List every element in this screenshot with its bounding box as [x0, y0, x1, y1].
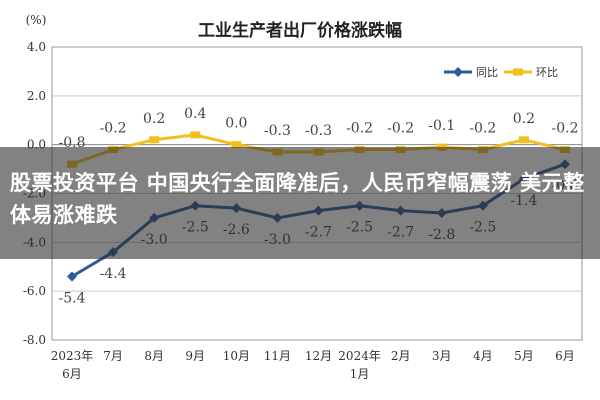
x-tick-label: 1月: [350, 367, 370, 381]
y-tick-label: 4.0: [27, 40, 46, 54]
chart-title: 工业生产者出厂价格涨跌幅: [198, 20, 402, 41]
data-point-mom: [149, 136, 160, 144]
data-label: -0.2: [100, 121, 127, 137]
data-label: 0.4: [184, 106, 206, 122]
data-point-mom: [190, 131, 201, 139]
y-tick-label: -8.0: [23, 333, 46, 347]
overlay-headline[interactable]: 股票投资平台 中国央行全面降准后，人民币窄幅震荡 美元整体易涨难跌: [10, 171, 585, 227]
x-tick-label: 7月: [103, 349, 123, 363]
x-tick-label: 10月: [223, 349, 250, 363]
x-tick-label: 5月: [514, 349, 534, 363]
legend-marker: [453, 67, 463, 77]
data-point-mom: [518, 136, 529, 144]
data-label: -0.2: [346, 121, 373, 137]
data-label: -0.3: [305, 123, 332, 139]
data-label: 0.2: [143, 111, 165, 127]
news-overlay-banner[interactable]: 股票投资平台 中国央行全面降准后，人民币窄幅震荡 美元整体易涨难跌: [0, 147, 600, 259]
legend-label: 同比: [476, 66, 498, 79]
y-unit-label: (%): [26, 13, 47, 27]
x-tick-label: 12月: [305, 349, 332, 363]
y-tick-label: 2.0: [27, 89, 46, 103]
y-tick-label: -6.0: [23, 284, 46, 298]
x-tick-label: 8月: [144, 349, 164, 363]
x-tick-label: 6月: [555, 349, 575, 363]
data-point-mom: [231, 141, 242, 149]
x-tick-label: 11月: [264, 349, 291, 363]
x-tick-label: 2023年: [51, 349, 94, 363]
x-tick-label: 2024年: [338, 349, 381, 363]
x-tick-label: 9月: [185, 349, 205, 363]
data-label: -5.4: [59, 291, 86, 307]
data-point-yoy: [67, 271, 77, 282]
data-label: 0.0: [225, 116, 247, 132]
x-tick-label: 6月: [62, 367, 82, 381]
x-tick-label: 2月: [391, 349, 411, 363]
x-tick-label: 3月: [432, 349, 452, 363]
legend-marker: [513, 68, 523, 76]
data-label: -0.3: [264, 123, 291, 139]
data-label: -0.2: [387, 121, 414, 137]
x-tick-label: 4月: [473, 349, 493, 363]
data-label: -0.1: [428, 118, 455, 134]
legend-label: 环比: [536, 66, 558, 79]
data-label: 0.2: [513, 111, 535, 127]
data-label: -0.2: [469, 121, 496, 137]
data-label: -0.2: [552, 121, 579, 137]
data-label: -4.4: [100, 266, 127, 282]
